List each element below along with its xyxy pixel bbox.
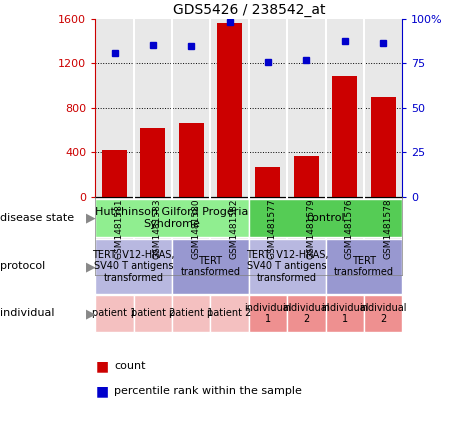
Bar (371, 97, 396, 197)
Bar (140, 128, 166, 197)
Text: individual
1: individual 1 (321, 302, 368, 324)
Text: TERT, V12-HRAS,
SV40 T antigens
transformed: TERT, V12-HRAS, SV40 T antigens transfor… (246, 250, 328, 283)
Text: TERT, V12-HRAS,
SV40 T antigens
transformed: TERT, V12-HRAS, SV40 T antigens transfor… (93, 250, 175, 283)
Text: GSM1481578: GSM1481578 (383, 199, 392, 259)
Bar (332, 76, 357, 197)
Text: individual
1: individual 1 (244, 302, 292, 324)
Text: patient 1: patient 1 (169, 308, 213, 319)
Text: ▶: ▶ (86, 260, 95, 273)
Text: ▶: ▶ (86, 307, 95, 320)
Text: patient 2: patient 2 (131, 308, 175, 319)
Text: individual
2: individual 2 (359, 302, 407, 324)
Bar (255, 167, 280, 197)
Text: Hutchinson Gilford Progeria
Syndrome: Hutchinson Gilford Progeria Syndrome (95, 207, 249, 229)
Text: individual: individual (0, 308, 54, 319)
Text: GSM1481582: GSM1481582 (230, 199, 239, 259)
Text: count: count (114, 361, 146, 371)
Text: control: control (306, 213, 345, 223)
Text: disease state: disease state (0, 213, 74, 223)
Text: percentile rank within the sample: percentile rank within the sample (114, 386, 302, 396)
Text: GSM1481577: GSM1481577 (268, 199, 277, 259)
Text: GSM1481576: GSM1481576 (345, 199, 354, 259)
Title: GDS5426 / 238542_at: GDS5426 / 238542_at (173, 3, 325, 16)
Bar (102, 150, 127, 197)
Text: individual
2: individual 2 (283, 302, 330, 324)
Text: protocol: protocol (0, 261, 45, 272)
Text: patient 1: patient 1 (93, 308, 137, 319)
Text: GSM1481580: GSM1481580 (191, 199, 200, 259)
Text: GSM1481579: GSM1481579 (306, 199, 315, 259)
Bar (179, 124, 204, 197)
Text: ■: ■ (95, 359, 108, 373)
Text: TERT
transformed: TERT transformed (180, 255, 240, 277)
Text: ■: ■ (95, 384, 108, 398)
Bar (217, 24, 242, 197)
Text: ▶: ▶ (86, 212, 95, 224)
Text: TERT
transformed: TERT transformed (334, 255, 394, 277)
Text: GSM1481583: GSM1481583 (153, 199, 162, 259)
Text: patient 2: patient 2 (207, 308, 252, 319)
Text: GSM1481581: GSM1481581 (114, 199, 124, 259)
Bar (294, 156, 319, 197)
